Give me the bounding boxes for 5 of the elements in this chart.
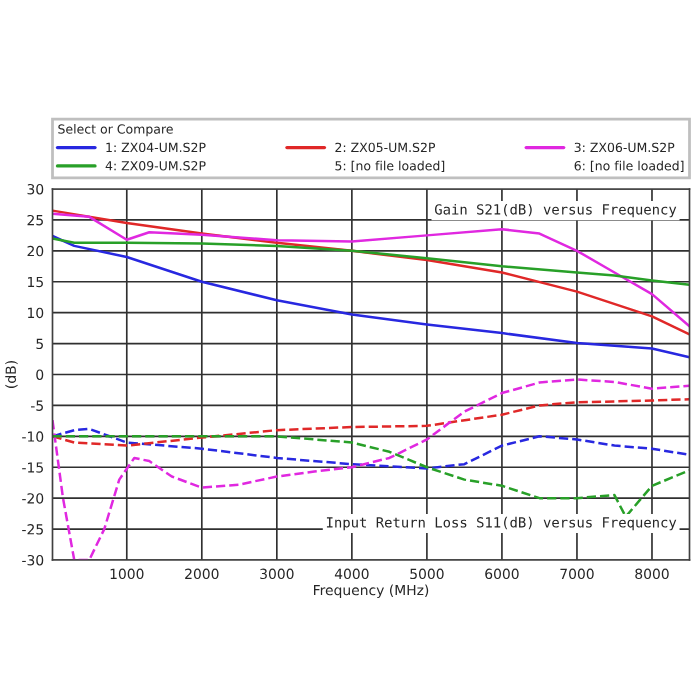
- line-series: [52, 237, 690, 287]
- line-series: [52, 435, 690, 518]
- line-series: [52, 427, 690, 470]
- line-series: [52, 397, 690, 447]
- line-series: [52, 234, 690, 359]
